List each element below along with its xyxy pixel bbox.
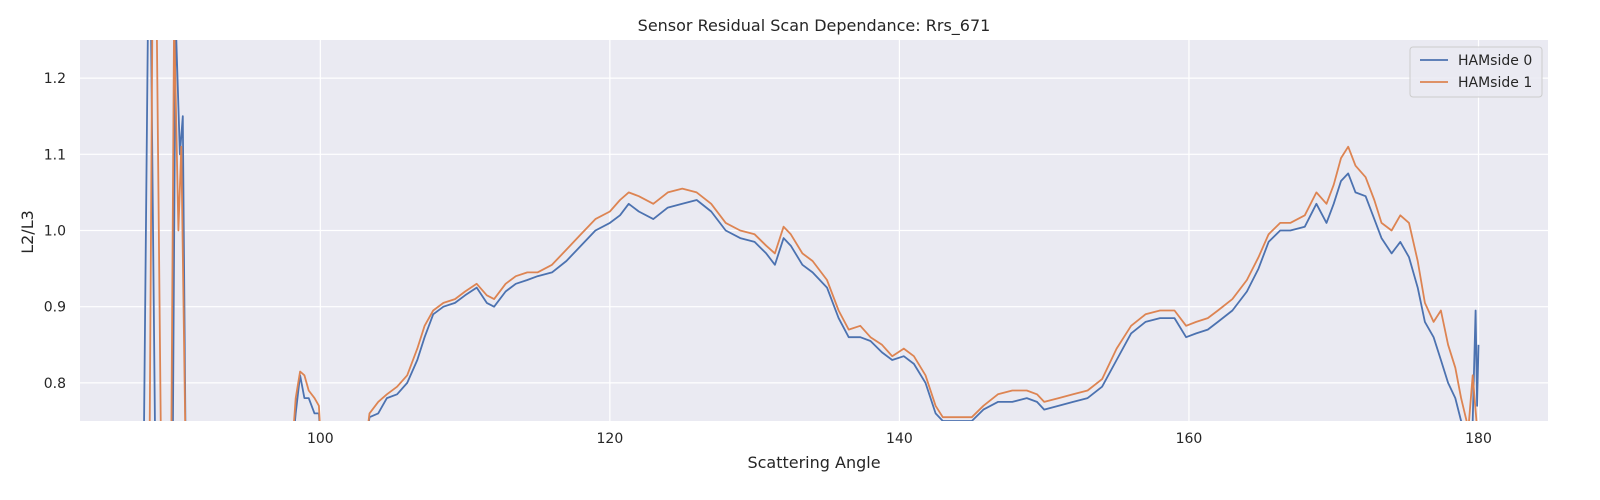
legend-label-hamside-0: HAMside 0 — [1458, 53, 1532, 69]
x-tick-label: 120 — [597, 431, 624, 447]
grid — [80, 40, 1548, 421]
y-tick-label: 0.9 — [44, 300, 66, 316]
chart-title: Sensor Residual Scan Dependance: Rrs_671 — [638, 16, 991, 36]
legend-label-hamside-1: HAMside 1 — [1458, 75, 1532, 91]
y-tick-label: 1.1 — [44, 147, 66, 163]
y-tick-label: 0.8 — [44, 376, 66, 392]
x-tick-label: 160 — [1176, 431, 1203, 447]
series-line-hamside-1 — [148, 40, 1478, 421]
y-tick-label: 1.2 — [44, 71, 66, 87]
series-layer — [143, 40, 1480, 421]
y-axis-label: L2/L3 — [18, 210, 37, 254]
legend: HAMside 0 HAMside 1 — [1409, 46, 1543, 98]
x-tick-label: 100 — [307, 431, 334, 447]
series-line-hamside-0 — [143, 40, 1480, 421]
tick-labels: 100 120 140 160 180 0.8 0.9 1.0 1.1 1.2 — [44, 71, 1492, 447]
x-axis-label: Scattering Angle — [747, 453, 880, 472]
x-tick-label: 140 — [886, 431, 913, 447]
y-tick-label: 1.0 — [44, 224, 66, 240]
x-tick-label: 180 — [1465, 431, 1492, 447]
